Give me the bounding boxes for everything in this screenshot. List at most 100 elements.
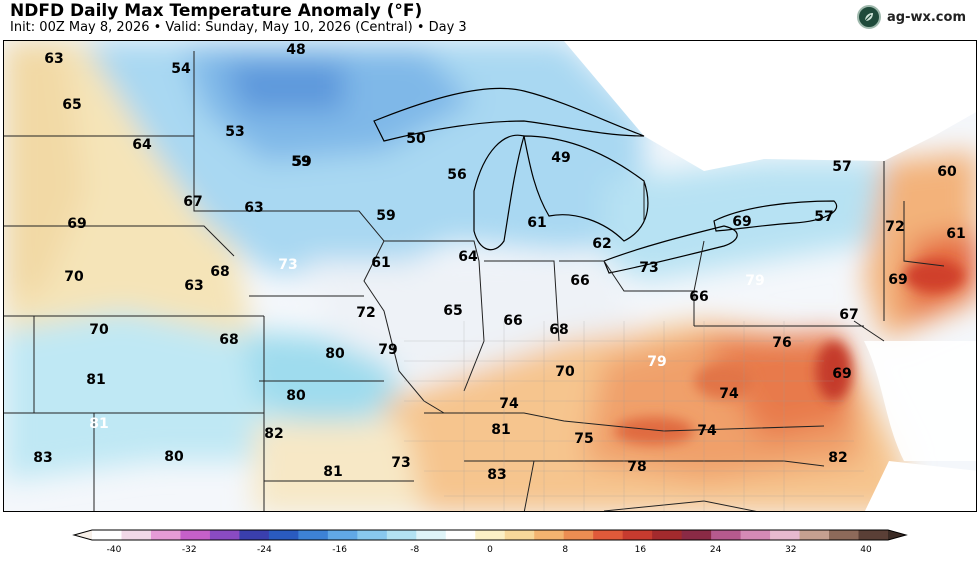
colorbar-tick-label: 40 [860,545,872,555]
colorbar-segment [622,530,653,540]
colorbar-tick-label: -32 [182,545,197,555]
value-label: 73 [391,455,410,471]
value-label: 70 [555,364,575,380]
colorbar-tick-label: -24 [257,545,272,555]
brand-logo[interactable]: ag-wx.com [857,4,966,30]
colorbar-segment [92,530,122,540]
value-label: 59 [292,154,311,170]
county-borders [404,321,864,511]
colorbar-tick-label: 24 [710,545,722,555]
value-label: 79 [378,342,397,358]
colorbar-segment [799,530,830,540]
value-label: 69 [888,272,907,288]
colorbar-tick-label: 32 [785,545,796,555]
colorbar-segment [357,530,388,540]
value-label: 74 [719,386,739,402]
value-label: 65 [443,303,462,319]
colorbar-segment [829,530,860,540]
value-label: 62 [592,236,611,252]
value-label: 81 [89,416,108,432]
colorbar-segment [534,530,565,540]
colorbar-tick-label: -8 [410,545,419,555]
value-label: 68 [210,264,229,280]
value-label: 63 [44,51,63,67]
colorbar-tick-label: 16 [635,545,647,555]
value-label: 61 [946,226,965,242]
state-borders [4,51,945,511]
colorbar-segment [386,530,417,540]
leaf-icon [857,5,881,29]
value-label: 63 [244,200,263,216]
ocean-area-south [864,461,976,511]
colorbar-segment [858,530,889,540]
value-label: 80 [286,388,306,404]
colorbar-tick-label: -16 [332,545,347,555]
colorbar-segment [593,530,624,540]
value-label: 81 [491,422,510,438]
value-label: 81 [323,464,342,480]
value-label: 66 [689,289,708,305]
colorbar: -40 -32 -24 -16 -8 0 8 16 24 32 40 [70,524,910,560]
colorbar-segment [327,530,358,540]
value-label: 64 [458,249,478,265]
value-label: 57 [814,209,833,225]
value-label: 65 [62,97,81,113]
value-label: 59 [376,208,395,224]
value-label: 72 [356,305,375,321]
colorbar-scale: -40 -32 -24 -16 -8 0 8 16 24 32 40 [72,529,908,555]
colorbar-tick-label: 8 [562,545,568,555]
colorbar-segment [416,530,447,540]
value-label: 76 [772,335,791,351]
colorbar-segment [298,530,329,540]
colorbar-segment [711,530,742,540]
colorbar-segment [150,530,181,540]
value-label: 56 [447,167,466,183]
colorbar-segment [239,530,270,540]
value-label: 81 [86,372,105,388]
value-label: 70 [64,269,84,285]
value-label: 79 [647,354,666,370]
value-label: 69 [67,216,86,232]
colorbar-segment [770,530,801,540]
map-title: NDFD Daily Max Temperature Anomaly (°F) [10,1,423,21]
value-label: 49 [551,150,570,166]
value-label: 61 [371,255,390,271]
value-label: 69 [732,214,751,230]
colorbar-segment [180,530,211,540]
colorbar-segment [121,530,152,540]
value-label: 73 [278,257,297,273]
colorbar-tick-label: -40 [107,545,122,555]
colorbar-segment [652,530,683,540]
value-label: 54 [171,61,191,77]
value-label: 80 [164,449,184,465]
value-label: 74 [697,423,717,439]
colorbar-tick-label: 0 [487,545,493,555]
value-label: 68 [219,332,238,348]
value-label: 66 [570,273,589,289]
value-label: 69 [832,366,851,382]
value-label: 57 [832,159,851,175]
value-label: 53 [225,124,244,140]
value-label: 50 [406,131,426,147]
value-label: 64 [132,137,152,153]
canada-region [564,41,976,171]
value-label: 66 [503,313,522,329]
value-label: 67 [183,194,202,210]
colorbar-segment [209,530,240,540]
brand-name: ag-wx.com [887,9,966,25]
colorbar-segment [504,530,535,540]
value-label: 74 [499,396,519,412]
great-lakes [373,87,838,274]
value-label: 70 [89,322,109,338]
value-label: 61 [527,215,546,231]
value-label: 60 [937,164,957,180]
value-label: 59 [291,154,310,170]
colorbar-segment [740,530,771,540]
value-label: 67 [839,307,858,323]
map-subtitle: Init: 00Z May 8, 2026 • Valid: Sunday, M… [10,20,467,35]
value-label: 63 [184,278,203,294]
value-label: 75 [574,431,593,447]
value-label: 82 [828,450,847,466]
value-label: 82 [264,426,283,442]
